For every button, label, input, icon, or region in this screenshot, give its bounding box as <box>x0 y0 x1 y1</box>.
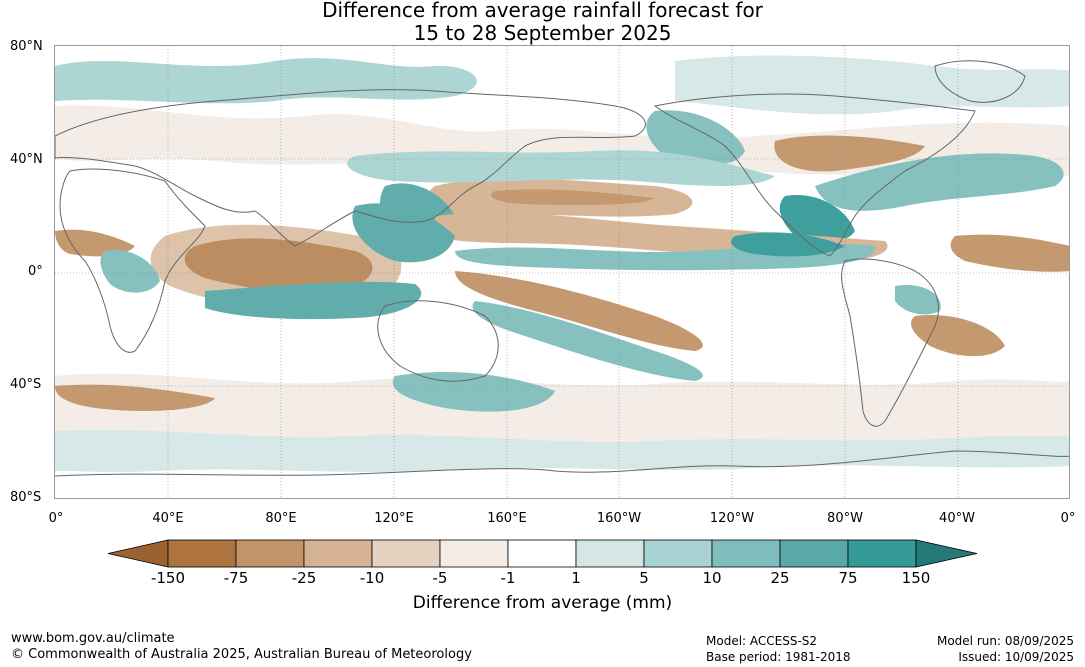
footer-url[interactable]: www.bom.gov.au/climate <box>11 631 175 646</box>
lon-label-160e: 160°E <box>487 511 527 526</box>
north-america-outline <box>653 93 976 257</box>
lat-label-80s: 80°S <box>10 490 42 505</box>
colorbar-title: Difference from average (mm) <box>412 593 673 613</box>
footer-model-info: Model: ACCESS-S2 Base period: 1981-2018 <box>706 633 851 665</box>
footer-model-run: Model run: 08/09/2025 <box>936 634 1074 648</box>
antarctica-outline <box>55 450 1069 477</box>
south-america-outline <box>841 258 939 427</box>
footer-left: www.bom.gov.au/climate © Commonwealth of… <box>11 631 472 663</box>
colorbar-tick-label: -1 <box>500 569 516 587</box>
australia-outline <box>377 300 499 382</box>
greenland-outline <box>934 60 1026 103</box>
lat-label-40n: 40°N <box>10 152 43 167</box>
dry-patch-east-atlantic <box>950 234 1069 272</box>
wet-band-southern-ocean <box>55 429 1069 473</box>
lon-label-0-east-edge: 0° <box>1060 511 1076 526</box>
footer-base-period: Base period: 1981-2018 <box>706 650 851 664</box>
dry-patch-north-america <box>774 135 925 172</box>
wet-patch-arctic-asia <box>55 58 477 104</box>
lon-label-40e: 40°E <box>152 511 184 526</box>
colorbar-tick-label: -75 <box>223 569 249 587</box>
wet-patch-gulf <box>779 195 855 243</box>
colorbar-cell <box>507 539 577 568</box>
lon-label-120e: 120°E <box>374 511 414 526</box>
africa-outline <box>59 168 206 353</box>
lat-label-equator: 0° <box>28 264 43 279</box>
colorbar-cell <box>711 539 781 568</box>
anomaly-field <box>55 55 1069 473</box>
footer-model: Model: ACCESS-S2 <box>706 634 818 648</box>
colorbar-cells <box>107 539 978 568</box>
dry-patch-north-pacific-core <box>491 189 655 206</box>
wet-patch-arctic-america <box>675 55 1069 115</box>
lon-label-120w: 120°W <box>709 511 755 526</box>
rainfall-anomaly-map <box>54 45 1070 499</box>
wet-patch-central-africa <box>100 250 160 293</box>
colorbar-tick-label: -25 <box>291 569 317 587</box>
wet-core-east-pacific <box>731 232 845 257</box>
lon-label-40w: 40°W <box>939 511 975 526</box>
colorbar-cell <box>779 539 849 568</box>
colorbar-tick-label: 1 <box>571 569 581 587</box>
lon-label-0-west-edge: 0° <box>48 511 64 526</box>
lat-label-40s: 40°S <box>10 377 42 392</box>
footer-copyright: © Commonwealth of Australia 2025, Austra… <box>11 647 472 662</box>
continent-outlines <box>55 60 1069 477</box>
lon-label-80e: 80°E <box>265 511 297 526</box>
colorbar-tick-label: 150 <box>901 569 931 587</box>
map-canvas <box>55 46 1069 498</box>
colorbar-tick-label: 10 <box>702 569 722 587</box>
dry-band-spcz <box>455 271 703 351</box>
colorbar-tick-label: -150 <box>150 569 186 587</box>
colorbar-cell <box>303 539 373 568</box>
dry-patch-south-america <box>910 315 1005 357</box>
footer-issued: Issued: 10/09/2025 <box>958 650 1074 664</box>
colorbar-cell <box>371 539 441 568</box>
wet-band-south-indian <box>205 281 422 320</box>
wet-band-spcz <box>472 301 703 381</box>
wet-patch-south-atlantic <box>895 285 941 315</box>
colorbar-extend-high <box>915 539 978 568</box>
colorbar-cell <box>847 539 917 568</box>
lon-label-160w: 160°W <box>596 511 642 526</box>
eurasia-outline <box>55 89 646 247</box>
colorbar-cell <box>575 539 645 568</box>
lon-label-80w: 80°W <box>827 511 863 526</box>
colorbar-extend-low <box>107 539 169 568</box>
colorbar-tick-label: -5 <box>432 569 448 587</box>
colorbar-cell <box>167 539 237 568</box>
colorbar-cell <box>439 539 509 568</box>
wet-patch-alaska <box>646 110 745 165</box>
map-title-line2: 15 to 28 September 2025 <box>413 21 672 45</box>
graticule <box>55 46 1069 498</box>
dry-patch-south-indian <box>55 384 215 411</box>
colorbar-tick-label: 25 <box>770 569 790 587</box>
map-title-line1: Difference from average rainfall forecas… <box>322 0 763 22</box>
colorbar <box>107 539 978 568</box>
colorbar-tick-label: 5 <box>639 569 649 587</box>
wet-patch-south-australia <box>392 371 555 412</box>
lat-label-80n: 80°N <box>10 39 43 54</box>
footer-dates: Model run: 08/09/2025 Issued: 10/09/2025 <box>937 633 1074 665</box>
colorbar-tick-label: -10 <box>359 569 385 587</box>
dry-band-south <box>55 373 1069 454</box>
colorbar-cell <box>235 539 305 568</box>
wet-band-atlantic <box>815 153 1064 211</box>
colorbar-cell <box>643 539 713 568</box>
colorbar-tick-label: 75 <box>838 569 858 587</box>
